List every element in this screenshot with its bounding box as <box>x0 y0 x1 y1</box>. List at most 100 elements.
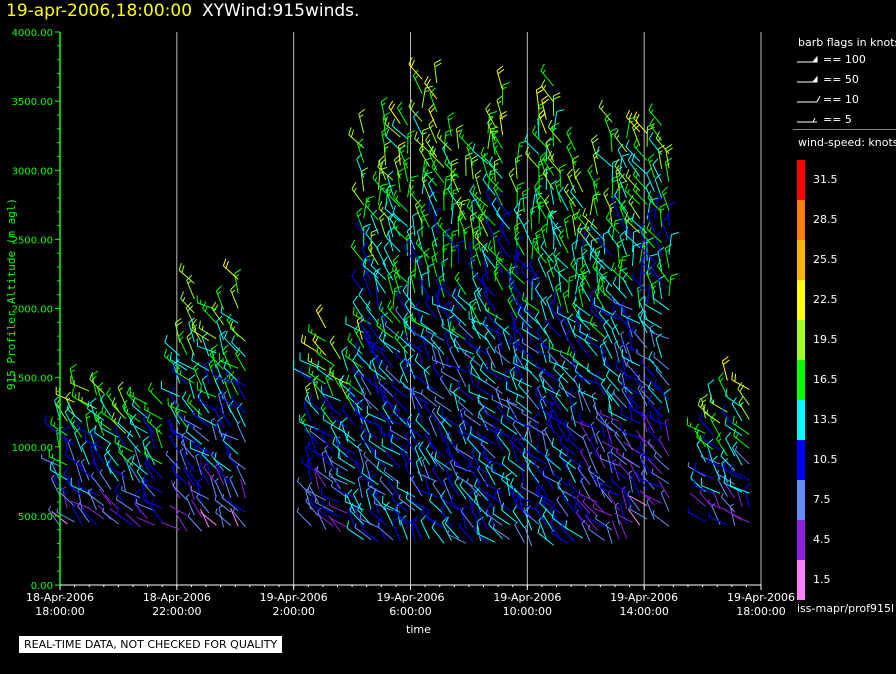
wind-barb <box>509 262 525 285</box>
wind-barb <box>115 495 134 511</box>
wind-barb <box>195 452 203 476</box>
wind-barb <box>571 415 591 428</box>
wind-barb <box>387 300 401 324</box>
wind-barb <box>607 436 613 459</box>
wind-barb <box>330 420 341 445</box>
wind-barb <box>723 475 743 493</box>
wind-barb <box>404 431 416 454</box>
wind-barb <box>547 150 562 174</box>
wind-barb <box>647 153 655 179</box>
wind-barb <box>169 505 188 516</box>
wind-barb <box>563 183 576 207</box>
chart-title: 19-apr-2006,18:00:00 XYWind:915winds. <box>6 1 359 21</box>
wind-barb <box>341 346 349 371</box>
wind-barb <box>394 330 408 354</box>
wind-barb <box>223 391 232 414</box>
wind-barb <box>392 219 408 242</box>
wind-barb <box>352 306 372 325</box>
wind-barb <box>180 438 195 459</box>
wind-barb <box>214 452 232 472</box>
wind-barb <box>596 249 613 272</box>
wind-barb <box>602 334 613 359</box>
wind-barb <box>724 509 743 521</box>
wind-barb <box>537 525 554 546</box>
wind-barb <box>655 131 670 155</box>
wind-barb <box>521 338 540 354</box>
title-product: XYWind:915winds. <box>202 1 360 21</box>
wind-barb <box>424 428 438 452</box>
wind-barb <box>103 449 112 475</box>
wind-barb <box>451 453 467 473</box>
wind-barb <box>707 379 715 404</box>
wind-barb <box>416 255 423 280</box>
wind-barb <box>491 463 511 481</box>
wind-barb <box>379 300 387 323</box>
barb-key-glyph <box>797 75 818 83</box>
wind-barb <box>193 424 210 442</box>
wind-barb <box>552 122 560 147</box>
wind-barb <box>77 487 83 510</box>
wind-barb <box>480 439 496 459</box>
wind-barb <box>411 493 430 511</box>
speed-swatch <box>797 200 805 240</box>
x-tick-time: 22:00:00 <box>152 605 201 618</box>
wind-barb <box>445 227 460 251</box>
wind-barb <box>354 502 363 528</box>
wind-barb <box>586 509 605 528</box>
speed-label: 22.5 <box>813 293 838 306</box>
wind-barb <box>542 166 555 191</box>
wind-barb <box>357 475 363 499</box>
wind-barb <box>706 438 714 464</box>
wind-barb <box>606 383 620 407</box>
wind-barb <box>354 458 365 481</box>
wind-barb <box>620 423 640 439</box>
wind-barb <box>476 526 496 543</box>
wind-barb <box>90 444 97 467</box>
wind-barb <box>535 85 544 110</box>
wind-barb <box>513 251 522 276</box>
wind-barb <box>652 158 663 183</box>
wind-barb <box>573 375 584 397</box>
wind-barb <box>377 516 387 541</box>
wind-barb <box>169 430 181 455</box>
wind-barb <box>121 470 127 493</box>
wind-barb <box>66 475 83 497</box>
wind-barb <box>371 343 387 366</box>
wind-barb <box>362 257 379 279</box>
wind-barb <box>518 434 533 458</box>
wind-barb <box>388 100 401 124</box>
wind-barb <box>365 226 379 250</box>
y-axis-label: 915 Profiler Altitude (m agl) <box>5 197 18 390</box>
wind-barb <box>696 429 714 450</box>
wind-barb <box>191 499 203 518</box>
wind-barb <box>296 477 312 497</box>
wind-barb <box>188 374 196 399</box>
wind-barb <box>738 395 750 420</box>
wind-barb <box>346 431 363 452</box>
wind-barb <box>425 295 438 320</box>
wind-barb <box>376 241 387 266</box>
wind-barb <box>491 125 503 150</box>
wind-barb <box>431 296 452 312</box>
wind-barb <box>412 211 420 236</box>
wind-barb <box>180 291 195 314</box>
wind-barb <box>648 351 663 374</box>
wind-barb <box>622 272 633 297</box>
wind-barb <box>621 307 640 324</box>
wind-barb <box>299 352 319 369</box>
wind-barb <box>427 177 438 203</box>
wind-barb <box>633 138 648 162</box>
wind-barb <box>550 502 562 527</box>
wind-barb <box>425 133 438 158</box>
wind-barb <box>548 339 569 356</box>
wind-barb <box>426 384 445 400</box>
wind-barb <box>699 412 714 435</box>
wind-barb <box>145 440 156 466</box>
wind-barb <box>647 208 655 233</box>
wind-barb <box>382 395 401 411</box>
wind-barb <box>625 169 641 192</box>
wind-barb <box>458 320 474 339</box>
wind-barb <box>492 506 511 526</box>
wind-barb <box>348 127 365 149</box>
wind-barb <box>516 182 525 206</box>
